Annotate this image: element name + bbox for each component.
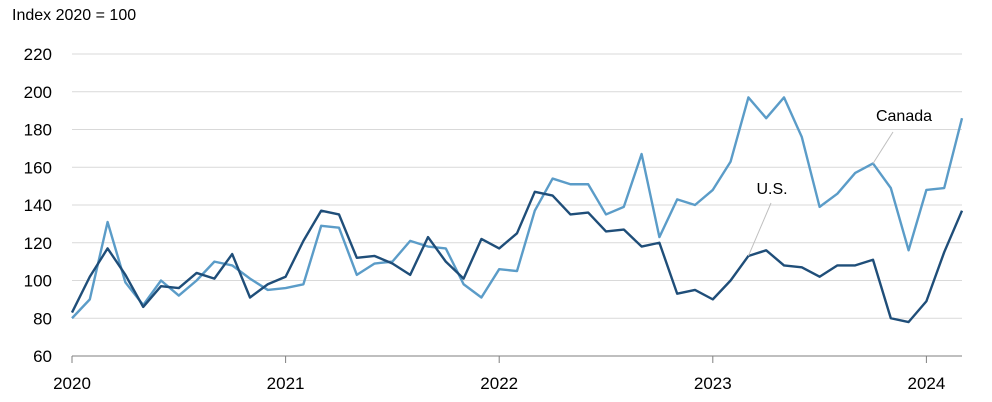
y-tick-label: 140 [24, 196, 52, 215]
annotation-leader-line [872, 131, 894, 164]
x-tick-label: 2022 [480, 374, 518, 393]
series-lines [70, 96, 964, 324]
x-tick-label: 2024 [907, 374, 945, 393]
y-tick-label: 120 [24, 234, 52, 253]
annotation-leader-line [747, 202, 772, 257]
series-line-canada [71, 96, 964, 320]
y-tick-label: 220 [24, 45, 52, 64]
x-tick-label: 2021 [267, 374, 305, 393]
gridlines [72, 53, 962, 319]
x-tick-label: 2020 [53, 374, 91, 393]
x-tick-label: 2023 [694, 374, 732, 393]
y-tick-label: 60 [33, 347, 52, 366]
y-tick-label: 180 [24, 121, 52, 140]
y-tick-label: 200 [24, 83, 52, 102]
series-annotations: Canada U.S. [747, 108, 932, 257]
annotation-label: Canada [876, 108, 932, 125]
y-axis-ticks: 60 80 100 120 140 160 180 200 220 [24, 45, 52, 366]
y-tick-label: 80 [33, 309, 52, 328]
y-tick-label: 100 [24, 272, 52, 291]
unit-label: Index 2020 = 100 [12, 7, 136, 24]
x-axis: 2020 2021 2022 2023 2024 [53, 355, 962, 393]
series-line-u-s [70, 190, 964, 324]
y-tick-label: 160 [24, 158, 52, 177]
annotation-label: U.S. [756, 181, 787, 198]
